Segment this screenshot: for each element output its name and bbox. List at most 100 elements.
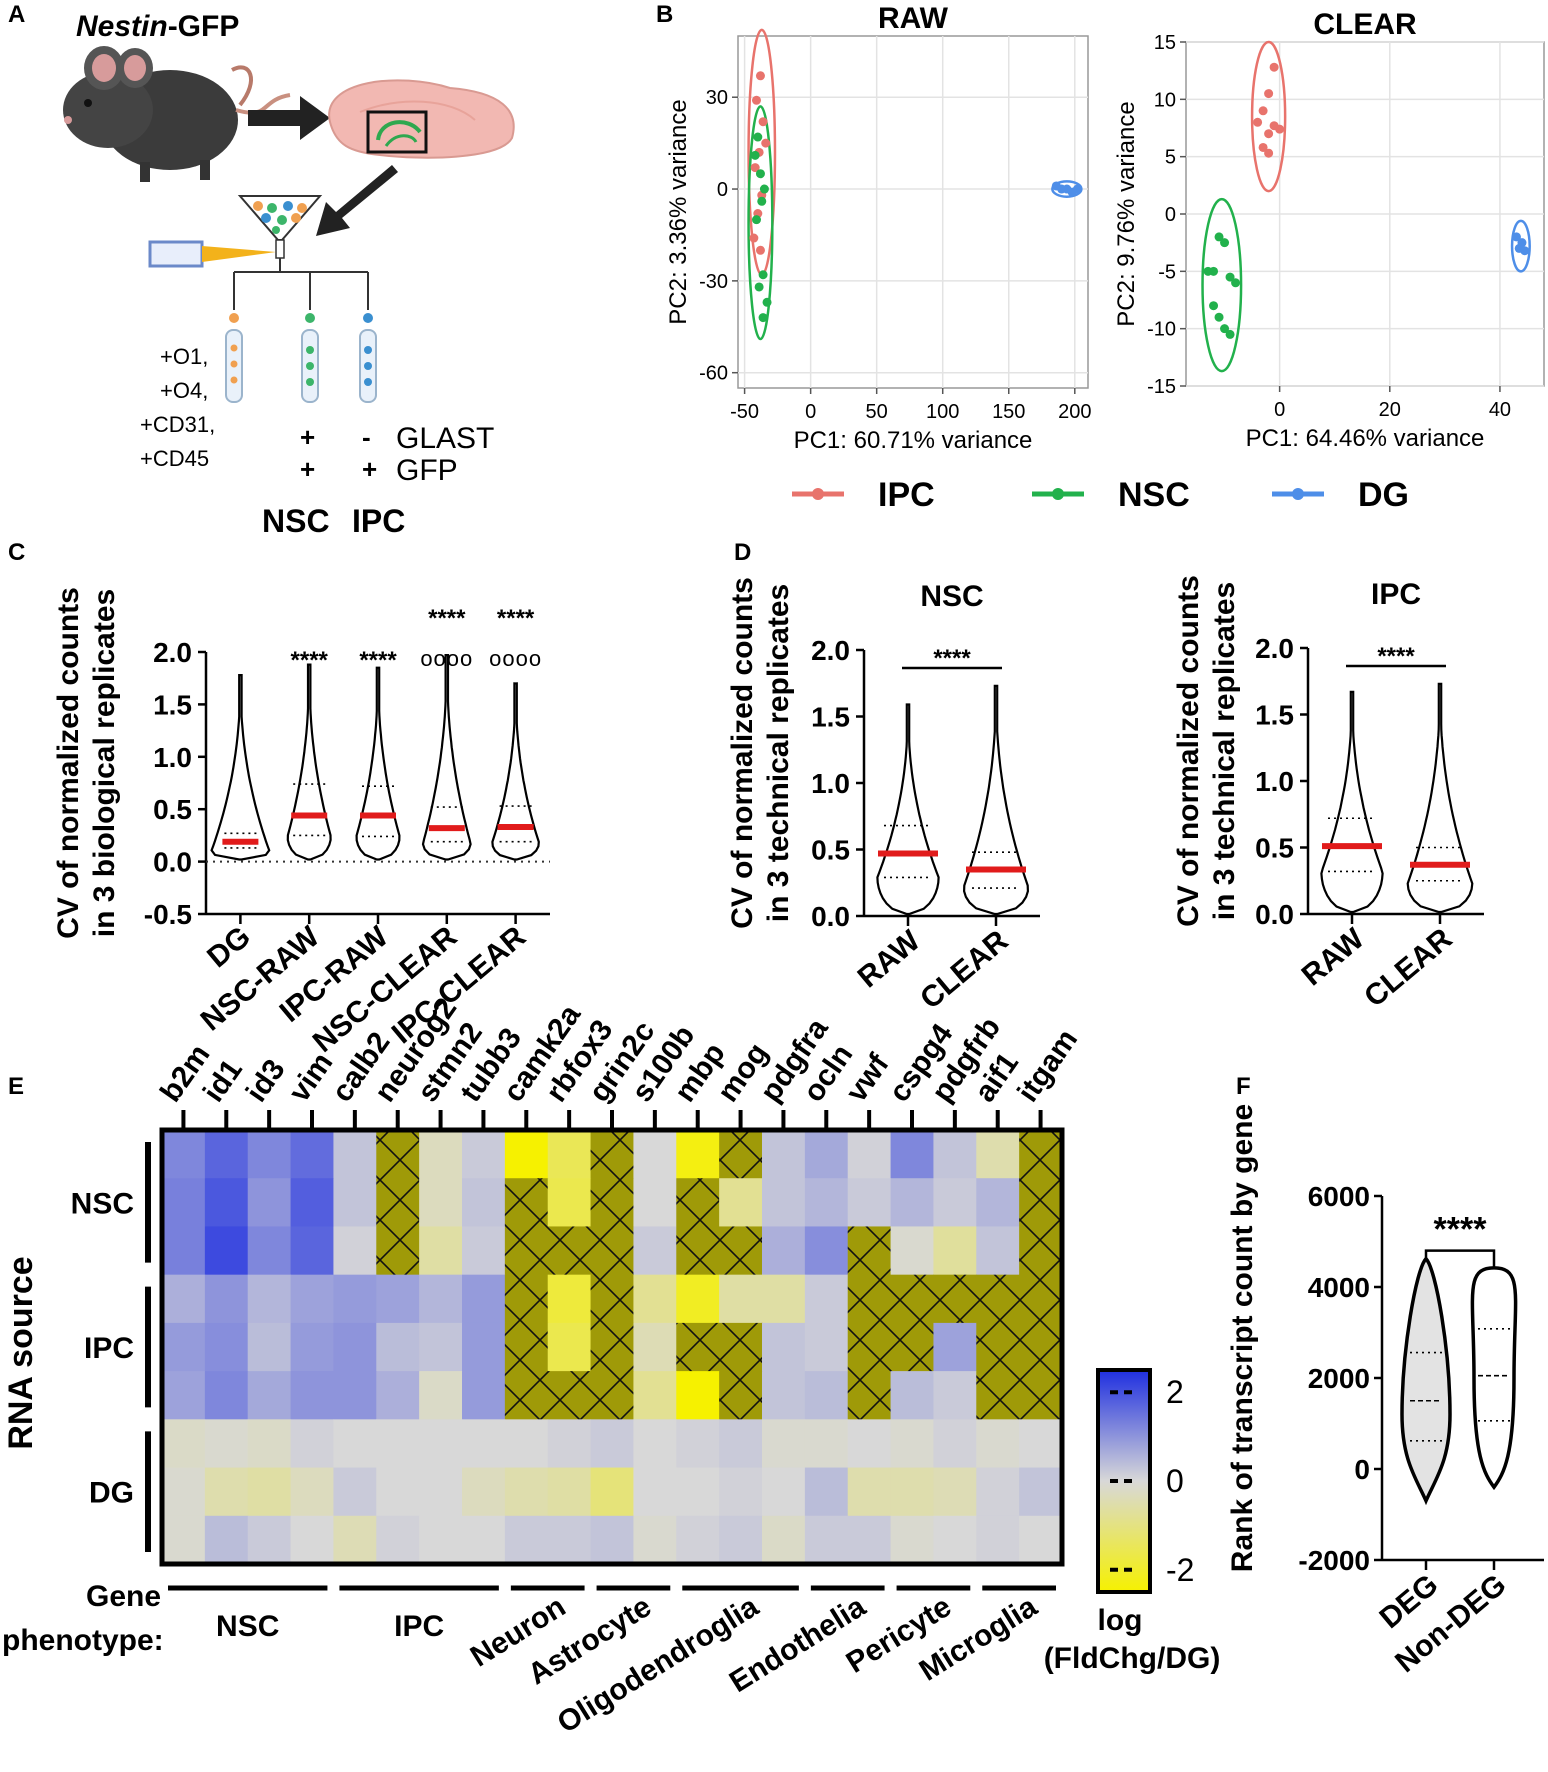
heatmap-cell (762, 1178, 806, 1227)
point-ipc (1253, 117, 1263, 127)
x-tick-label-raw: RAW (852, 924, 927, 995)
heatmap-cell (162, 1178, 206, 1227)
heatmap-cell-missing (890, 1274, 934, 1324)
point-ipc (1275, 124, 1285, 134)
row-group-label-ipc: IPC (84, 1332, 134, 1365)
heatmap-cell (333, 1226, 377, 1276)
heatmap-cell-missing (504, 1274, 549, 1324)
ellipse-ipc (1250, 40, 1287, 193)
y-axis-label-line1: CV of normalized counts (1172, 575, 1205, 927)
heatmap-cell (976, 1178, 1020, 1227)
heatmap-cell-missing (547, 1226, 592, 1276)
heatmap-cell (247, 1322, 292, 1372)
mouse-illustration (63, 46, 291, 182)
heatmap-cell (247, 1419, 292, 1469)
marker-cd31: +CD31, (140, 412, 215, 437)
heatmap-cell (804, 1515, 849, 1565)
heatmap-cell (676, 1371, 720, 1420)
heatmap-cell (204, 1178, 249, 1227)
legend-marker-ipc (812, 488, 824, 500)
heatmap-cell-missing (1019, 1130, 1063, 1179)
heatmap-cell (719, 1467, 763, 1517)
significance-stars: **** (497, 605, 535, 632)
y-tick-label: 30 (706, 87, 728, 109)
y-tick-label: 6000 (1308, 1181, 1370, 1212)
heatmap-cell-missing (590, 1322, 634, 1372)
heatmap-cell-missing (1019, 1322, 1063, 1372)
y-tick-label: 1.0 (1255, 766, 1294, 797)
heatmap-cell (762, 1274, 806, 1324)
violin-ipc-clear (491, 682, 540, 861)
heatmap-cell (719, 1178, 763, 1227)
point-nsc (1209, 301, 1219, 311)
plot-title: RAW (878, 2, 949, 35)
panel-label-b: B (656, 1, 673, 28)
legend-marker-nsc (1052, 488, 1064, 500)
heatmap-cell-missing (976, 1274, 1020, 1324)
glast-label: GLAST (396, 422, 494, 455)
point-nsc (1214, 232, 1224, 242)
colorbar-tick-label: 0 (1166, 1463, 1184, 1499)
point-dg (1520, 246, 1530, 256)
y-tick-label: 0.5 (1255, 833, 1294, 864)
panel-label-a: A (8, 1, 25, 28)
heatmap-cell (462, 1226, 506, 1276)
heatmap-cell (247, 1371, 292, 1420)
heatmap-cell-missing (719, 1322, 763, 1372)
heatmap-cell-missing (590, 1274, 634, 1324)
heatmap-cell (376, 1322, 420, 1372)
violin-ipc-raw (355, 666, 401, 861)
point-ipc (761, 138, 771, 148)
heatmap-cell (676, 1130, 720, 1179)
heatmap-cell (504, 1130, 549, 1179)
heatmap-cell (633, 1467, 677, 1517)
heatmap-cell-missing (719, 1371, 763, 1420)
heatmap-cell (633, 1226, 677, 1276)
heatmap-cell-missing (1019, 1178, 1063, 1227)
heatmap-cell (676, 1419, 720, 1469)
significance-stars: **** (359, 647, 397, 674)
y-tick-label: 0 (1354, 1454, 1370, 1485)
panel-e: E b2mid1id3vimcalb2neurog2stmn2tubb3camk… (2, 992, 1220, 1740)
y-tick-label: -2000 (1298, 1545, 1370, 1576)
heatmap-cell (590, 1419, 634, 1469)
heatmap-cell (290, 1226, 334, 1276)
point-ipc (749, 233, 759, 243)
heatmap-cell (333, 1371, 377, 1420)
heatmap-cell (933, 1419, 977, 1469)
heatmap-cell (633, 1322, 677, 1372)
heatmap-cell (847, 1515, 892, 1565)
x-axis-label: PC1: 60.71% variance (794, 427, 1033, 454)
heatmap-cell (933, 1130, 977, 1179)
heatmap-cell (547, 1178, 592, 1227)
violin-raw (876, 703, 940, 916)
heatmap-cell (1019, 1419, 1063, 1469)
heatmap-cell (976, 1515, 1020, 1565)
x-tick-label: 20 (1379, 399, 1401, 421)
heatmap-cell-missing (504, 1371, 549, 1420)
heatmap-cell (290, 1371, 334, 1420)
phenotype-label-ipc: IPC (394, 1610, 444, 1643)
x-tick-label: -50 (730, 401, 759, 423)
heatmap-cell (504, 1419, 549, 1469)
y-tick-label: 0 (1165, 204, 1176, 226)
arrow-right-icon (248, 96, 330, 140)
heatmap-cell (462, 1371, 506, 1420)
violin-dg (210, 673, 271, 861)
point-ipc (1269, 62, 1279, 72)
colorbar-tick-label: -2 (1166, 1552, 1194, 1588)
heatmap-cell-missing (719, 1226, 763, 1276)
heatmap-cell (804, 1371, 849, 1420)
heatmap-cell (247, 1130, 292, 1179)
point-ipc (1264, 89, 1274, 99)
heatmap-cell (162, 1322, 206, 1372)
x-tick-label: 200 (1058, 401, 1091, 423)
heatmap-cell (547, 1322, 592, 1372)
heatmap-cell (247, 1178, 292, 1227)
pca-legend: IPC NSC DG (792, 476, 1409, 514)
population-ipc: IPC (352, 503, 405, 539)
plot-area (737, 35, 1089, 389)
heatmap-cell (419, 1226, 463, 1276)
heatmap-cell (204, 1467, 249, 1517)
heatmap-cell-missing (719, 1130, 763, 1179)
